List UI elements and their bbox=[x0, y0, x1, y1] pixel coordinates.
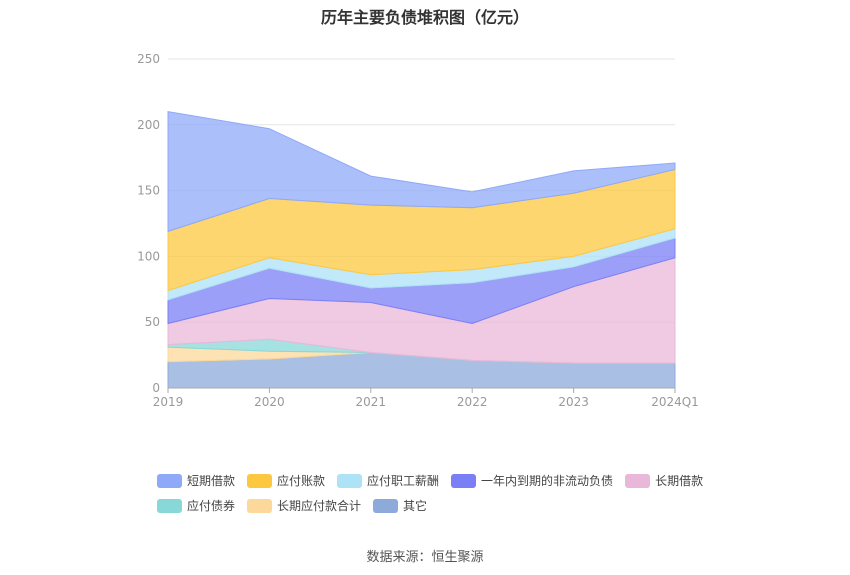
legend-label: 长期借款 bbox=[655, 474, 704, 488]
axes: 2019 2020 2021 2022 2023 2024Q1 bbox=[153, 387, 699, 409]
legend-item[interactable]: 应付债券 bbox=[157, 497, 235, 514]
legend-item[interactable]: 应付账款 bbox=[247, 472, 325, 489]
legend-item[interactable]: 长期应付款合计 bbox=[247, 497, 361, 514]
legend-label: 应付债券 bbox=[187, 499, 236, 513]
legend-swatch bbox=[247, 498, 273, 513]
y-tick-label: 100 bbox=[137, 249, 160, 263]
legend-label: 一年内到期的非流动负债 bbox=[481, 474, 614, 488]
legend-swatch bbox=[625, 473, 651, 488]
x-tick-label: 2024Q1 bbox=[651, 395, 699, 409]
legend-row: 应付债券 长期应付款合计 其它 bbox=[157, 497, 737, 514]
x-tick-label: 2020 bbox=[254, 395, 285, 409]
legend-label: 短期借款 bbox=[187, 474, 236, 488]
legend-label: 应付职工薪酬 bbox=[367, 474, 440, 488]
legend-swatch bbox=[157, 498, 182, 513]
legend-swatch bbox=[247, 473, 273, 488]
x-tick-label: 2021 bbox=[356, 395, 387, 409]
chart-title: 历年主要负债堆积图（亿元） bbox=[320, 8, 529, 27]
legend: 短期借款 应付账款 应付职工薪酬 一年内到期的非流动负债 长期借款 应付债券 长期应付款合… bbox=[157, 472, 737, 522]
legend-label: 长期应付款合计 bbox=[277, 499, 362, 513]
y-tick-label: 50 bbox=[145, 315, 160, 329]
y-tick-label: 0 bbox=[152, 381, 160, 395]
legend-swatch bbox=[157, 473, 182, 488]
x-tick-label: 2019 bbox=[153, 395, 184, 409]
legend-swatch bbox=[451, 473, 477, 488]
legend-item[interactable]: 长期借款 bbox=[625, 472, 703, 489]
legend-item[interactable]: 应付职工薪酬 bbox=[337, 472, 439, 489]
area-series bbox=[167, 111, 676, 389]
legend-item[interactable]: 一年内到期的非流动负债 bbox=[451, 472, 613, 489]
x-tick-label: 2023 bbox=[558, 395, 589, 409]
stacked-area-chart: 0 50 100 150 200 250 2019 2020 2021 2022 2023 2024… bbox=[137, 52, 699, 409]
legend-label: 应付账款 bbox=[277, 474, 326, 488]
area-series-7 bbox=[167, 111, 676, 233]
legend-swatch bbox=[373, 498, 399, 513]
legend-item[interactable]: 其它 bbox=[373, 497, 427, 514]
legend-label: 其它 bbox=[403, 499, 428, 513]
legend-swatch bbox=[337, 473, 363, 488]
legend-row: 短期借款 应付账款 应付职工薪酬 一年内到期的非流动负债 长期借款 bbox=[157, 472, 737, 489]
y-tick-label: 150 bbox=[137, 184, 160, 198]
y-tick-label: 200 bbox=[137, 118, 160, 132]
x-tick-label: 2022 bbox=[457, 395, 488, 409]
y-tick-label: 250 bbox=[137, 52, 160, 66]
legend-item[interactable]: 短期借款 bbox=[157, 472, 235, 489]
source-note: 数据来源：恒生聚源 bbox=[366, 550, 484, 565]
